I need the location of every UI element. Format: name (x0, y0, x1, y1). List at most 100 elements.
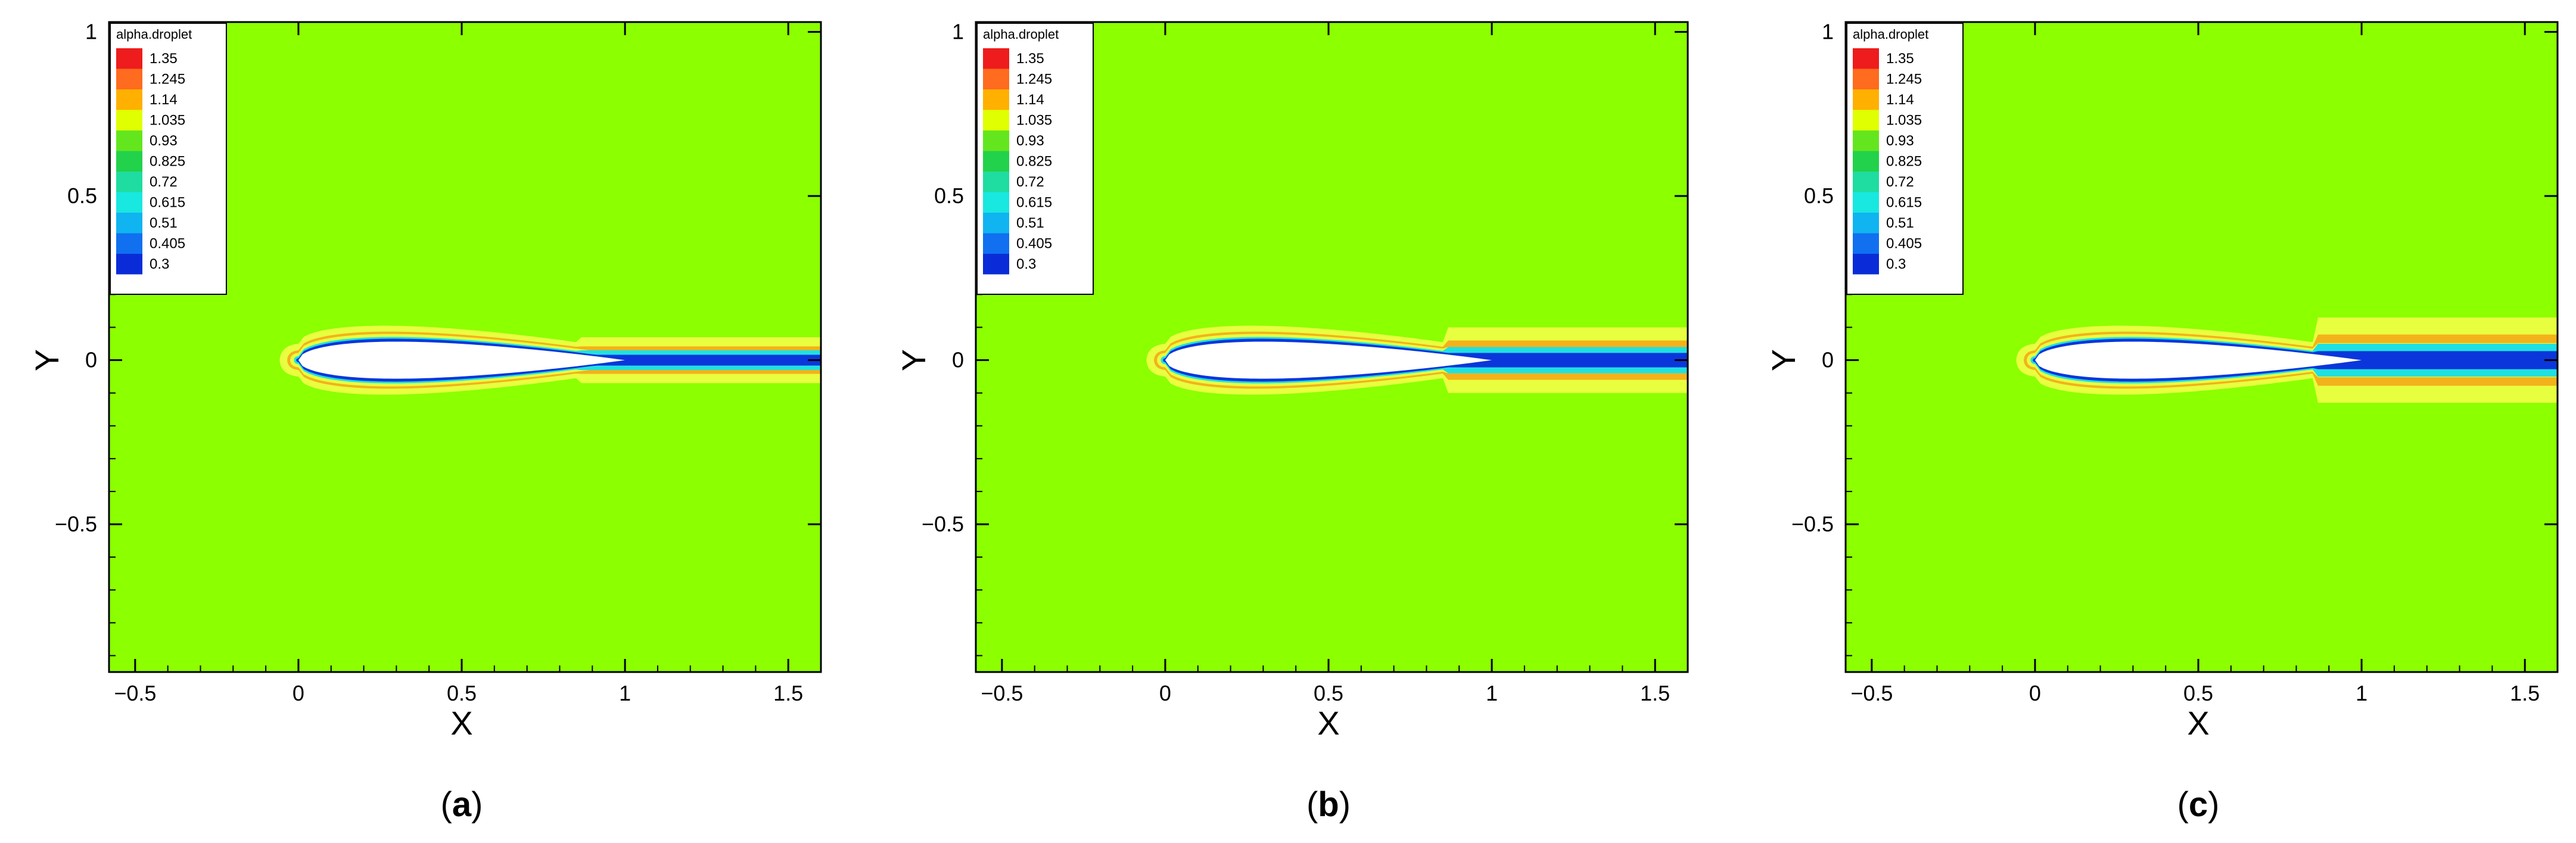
panel-b: −0.5 0 0.5 1 1.510.50−0.5XYalpha.droplet1.35… (895, 20, 1689, 824)
legend-swatch (983, 48, 1009, 69)
legend-level-label: 0.825 (150, 154, 185, 170)
legend-level-label: 0.3 (1886, 256, 1906, 272)
legend-swatch (983, 89, 1009, 110)
legend-swatch (116, 151, 142, 172)
x-tick-label: 1 (2356, 681, 2367, 705)
x-tick-label: 0.5 (447, 681, 477, 705)
legend-level-label: 1.035 (1016, 113, 1052, 129)
legend-level-label: 1.245 (1886, 71, 1922, 88)
x-axis-label: X (450, 704, 472, 742)
x-tick-label: 1 (1486, 681, 1498, 705)
x-axis-label: X (2187, 704, 2209, 742)
x-tick-label: −0.5 (114, 681, 156, 705)
legend: alpha.droplet 1.35 1.245 1.14 1.035 0.93 0.825… (976, 23, 1094, 295)
legend-level-label: 1.035 (150, 113, 185, 129)
plot-frame (108, 21, 822, 673)
legend-swatch (1853, 172, 1879, 192)
y-axis-label: Y (28, 349, 66, 371)
legend-swatch (983, 192, 1009, 213)
legend-swatch (116, 89, 142, 110)
legend-swatch (116, 69, 142, 89)
panel-caption: (b) (1306, 785, 1351, 824)
y-axis-label: Y (1765, 349, 1802, 371)
legend-swatch (1853, 110, 1879, 130)
legend-level-label: 0.51 (1016, 215, 1044, 231)
x-tick-label: 0 (293, 681, 304, 705)
airfoil (1165, 341, 1492, 379)
legend-level-label: 1.35 (150, 51, 178, 67)
y-tick-label: 0 (1822, 348, 1834, 372)
legend-swatch (1853, 89, 1879, 110)
legend-level-label: 0.72 (1886, 174, 1914, 190)
legend-level-label: 1.14 (150, 92, 178, 108)
legend-swatch (116, 48, 142, 69)
x-tick-label: 1 (619, 681, 631, 705)
plot-frame (1844, 21, 2559, 673)
y-tick-label: 1 (85, 20, 97, 44)
legend-level-label: 0.825 (1886, 154, 1922, 170)
legend-level-label: 0.3 (1016, 256, 1036, 272)
y-tick-label: −0.5 (1791, 512, 1834, 536)
legend-level-label: 1.035 (1886, 113, 1922, 129)
x-tick-label: −0.5 (981, 681, 1023, 705)
legend-swatch (983, 69, 1009, 89)
y-tick-label: 0.5 (934, 183, 964, 208)
legend-level-label: 0.93 (1016, 133, 1044, 149)
legend-level-label: 0.405 (150, 236, 185, 252)
legend-level-label: 0.615 (1886, 195, 1922, 211)
legend-swatch (116, 233, 142, 254)
x-tick-label: 0 (1159, 681, 1171, 705)
legend-swatch (1853, 48, 1879, 69)
legend-swatch (983, 213, 1009, 234)
legend-swatch (983, 172, 1009, 192)
legend-level-label: 1.35 (1886, 51, 1914, 67)
y-tick-label: 0 (952, 348, 964, 372)
plot-frame (975, 21, 1689, 673)
legend: alpha.droplet 1.35 1.245 1.14 1.035 0.93 0.825… (110, 23, 227, 295)
y-tick-label: 1 (1822, 20, 1834, 44)
panel-c: −0.5 0 0.5 1 1.510.50−0.5XYalpha.droplet1.35… (1765, 20, 2559, 824)
x-tick-label: 0 (2029, 681, 2041, 705)
legend-swatch (116, 213, 142, 234)
legend: alpha.droplet 1.35 1.245 1.14 1.035 0.93 0.825… (1846, 23, 1964, 295)
legend-level-label: 0.51 (1886, 215, 1914, 231)
legend-swatch (1853, 233, 1879, 254)
legend-level-label: 0.405 (1016, 236, 1052, 252)
contour-field (976, 22, 1688, 672)
legend-title: alpha.droplet (983, 27, 1059, 42)
legend-level-label: 0.72 (1016, 174, 1044, 190)
x-axis-label: X (1317, 704, 1339, 742)
legend-level-label: 0.405 (1886, 236, 1922, 252)
panel-caption: (c) (2177, 785, 2220, 824)
y-axis-label: Y (895, 349, 932, 371)
contour-field (109, 22, 821, 672)
legend-swatch (1853, 69, 1879, 89)
legend-title: alpha.droplet (1853, 27, 1928, 42)
legend-level-label: 1.245 (150, 71, 185, 88)
legend-level-label: 0.72 (150, 174, 178, 190)
legend-level-label: 1.14 (1016, 92, 1044, 108)
legend-level-label: 0.615 (1016, 195, 1052, 211)
x-tick-label: 1.5 (773, 681, 803, 705)
legend-swatch (983, 151, 1009, 172)
y-tick-label: 0.5 (1804, 183, 1834, 208)
legend-swatch (983, 233, 1009, 254)
legend-level-label: 1.245 (1016, 71, 1052, 88)
y-tick-label: 0.5 (67, 183, 97, 208)
legend-swatch (116, 172, 142, 192)
legend-swatch (1853, 151, 1879, 172)
x-tick-label: 0.5 (1314, 681, 1343, 705)
y-tick-label: −0.5 (55, 512, 97, 536)
legend-swatch (983, 130, 1009, 151)
legend-swatch (116, 110, 142, 130)
legend-swatch (983, 254, 1009, 275)
legend-swatch (983, 110, 1009, 130)
legend-level-label: 0.51 (150, 215, 178, 231)
legend-swatch (116, 192, 142, 213)
y-tick-label: −0.5 (922, 512, 964, 536)
y-tick-label: 0 (85, 348, 97, 372)
legend-title: alpha.droplet (116, 27, 192, 42)
x-tick-label: 1.5 (2510, 681, 2540, 705)
legend-level-label: 0.3 (150, 256, 169, 272)
